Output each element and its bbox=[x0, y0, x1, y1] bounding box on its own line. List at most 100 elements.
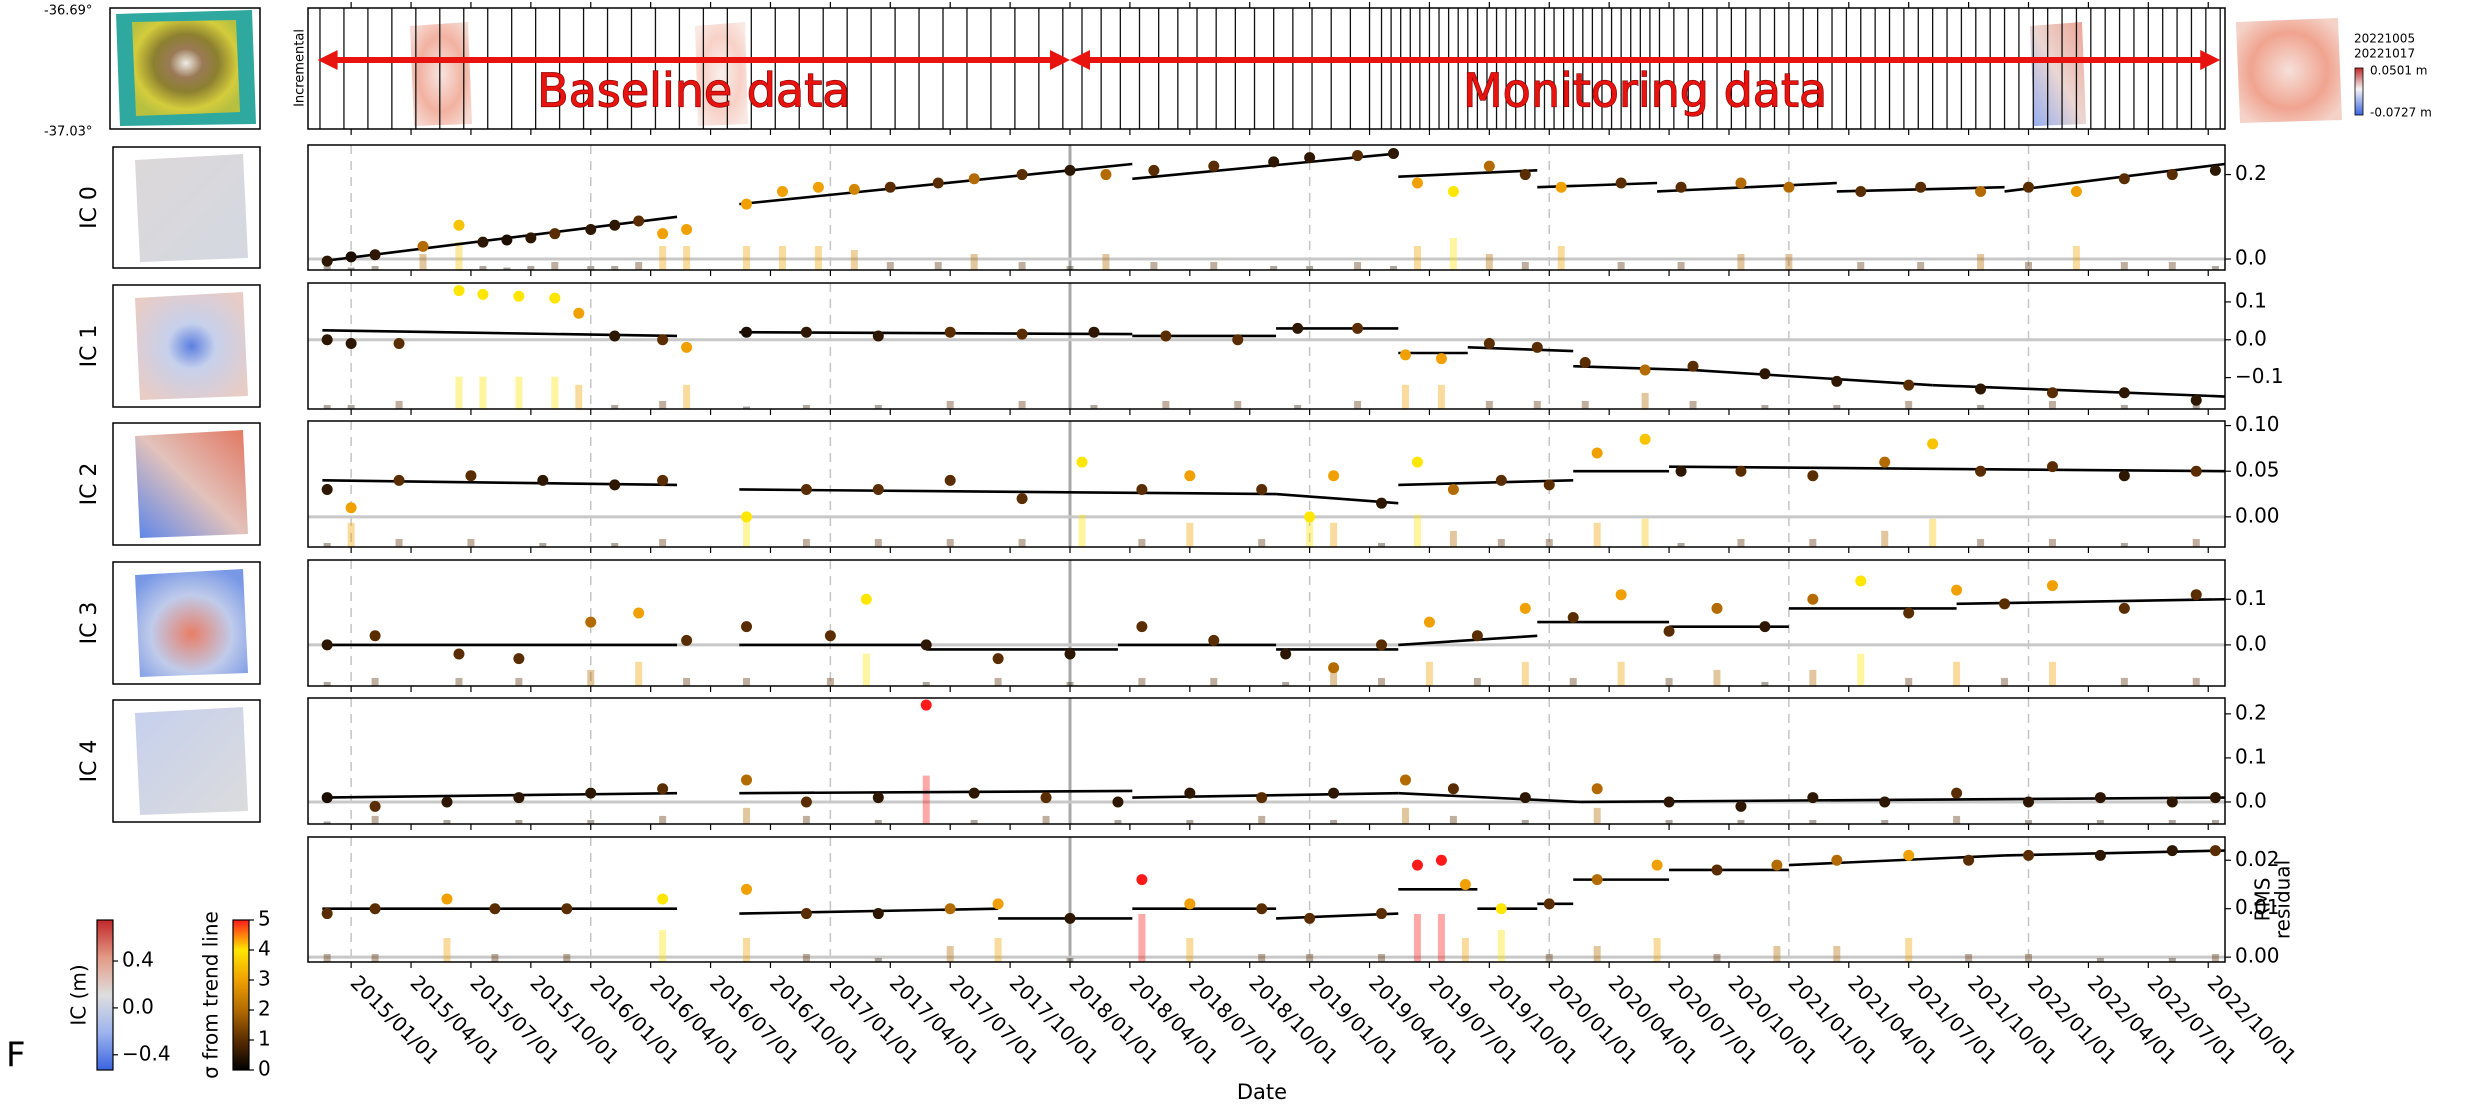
sigma-bar bbox=[874, 958, 882, 962]
preview-date: 20221017 bbox=[2354, 47, 2415, 61]
sigma-bar bbox=[323, 681, 331, 686]
sigma-bar bbox=[1737, 254, 1745, 270]
data-point bbox=[2190, 394, 2202, 406]
colorbar-tick-label: 5 bbox=[258, 907, 271, 931]
sigma-bar bbox=[743, 406, 751, 409]
sigma-bar bbox=[1905, 938, 1913, 962]
colorbar-title: IC (m) bbox=[67, 964, 91, 1025]
data-point bbox=[872, 330, 884, 342]
data-point bbox=[1903, 379, 1915, 391]
sigma-bar bbox=[659, 246, 667, 270]
data-point bbox=[944, 474, 956, 486]
data-point bbox=[1376, 908, 1388, 920]
sigma-bar bbox=[2168, 262, 2176, 270]
data-point bbox=[1304, 511, 1316, 523]
sigma-bar bbox=[1521, 661, 1529, 686]
sigma-bar bbox=[347, 267, 355, 270]
sigma-bar bbox=[1449, 238, 1457, 270]
data-point bbox=[741, 511, 753, 523]
sigma-bar bbox=[323, 821, 331, 824]
trend-line bbox=[1537, 181, 1658, 189]
trend-line bbox=[1692, 368, 1933, 387]
data-point bbox=[2118, 173, 2130, 185]
data-point bbox=[1531, 341, 1543, 353]
data-point bbox=[2070, 185, 2082, 197]
arrow-head bbox=[317, 50, 338, 70]
data-point bbox=[2023, 181, 2035, 193]
data-point bbox=[848, 183, 860, 195]
sigma-bar bbox=[683, 677, 691, 686]
data-point bbox=[2118, 387, 2130, 399]
sigma-bar bbox=[1737, 819, 1745, 824]
sigma-bar bbox=[1258, 538, 1266, 547]
data-point bbox=[1208, 634, 1220, 646]
data-point bbox=[1447, 185, 1459, 197]
sigma-bar bbox=[1713, 669, 1721, 686]
data-point bbox=[633, 215, 645, 227]
sigma-bar bbox=[778, 246, 786, 270]
data-point bbox=[1447, 783, 1459, 795]
sigma-bar bbox=[1066, 958, 1074, 962]
data-point bbox=[1807, 792, 1819, 804]
sigma-bar bbox=[587, 266, 595, 270]
data-point bbox=[585, 223, 597, 235]
sigma-bar bbox=[1653, 938, 1661, 962]
panel-label: IC 1 bbox=[77, 325, 102, 368]
sigma-bar bbox=[2120, 404, 2128, 409]
sigma-bar bbox=[1593, 522, 1601, 547]
data-point bbox=[1304, 152, 1316, 164]
sigma-bar bbox=[743, 938, 751, 962]
sigma-bar bbox=[1557, 246, 1565, 270]
data-point bbox=[1471, 630, 1483, 642]
data-point bbox=[1975, 465, 1987, 477]
data-point bbox=[417, 240, 429, 252]
data-point bbox=[872, 792, 884, 804]
sigma-bar bbox=[419, 254, 427, 270]
data-point bbox=[1963, 854, 1975, 866]
sigma-bar bbox=[1905, 677, 1913, 686]
data-point bbox=[1435, 353, 1447, 365]
sigma-bar bbox=[1306, 954, 1314, 962]
sigma-bar bbox=[1138, 538, 1146, 547]
data-point bbox=[741, 621, 753, 633]
data-point bbox=[1855, 575, 1867, 587]
sigma-bar bbox=[2120, 542, 2128, 547]
data-point bbox=[968, 173, 980, 185]
sigma-bar bbox=[743, 514, 751, 547]
data-point bbox=[369, 800, 381, 812]
trend-line bbox=[1398, 791, 1581, 804]
sigma-bar bbox=[1545, 954, 1553, 962]
sigma-bar bbox=[1617, 661, 1625, 686]
data-point bbox=[944, 903, 956, 915]
sigma-bar bbox=[1306, 266, 1314, 270]
data-point bbox=[872, 483, 884, 495]
sigma-bar bbox=[1737, 538, 1745, 547]
sigma-bar bbox=[1953, 815, 1961, 824]
sigma-bar bbox=[515, 376, 523, 409]
sigma-bar bbox=[1593, 946, 1601, 962]
data-point bbox=[2166, 845, 2178, 857]
sigma-bar bbox=[1977, 254, 1985, 270]
ic-thumbnail bbox=[112, 284, 261, 408]
sigma-bar bbox=[551, 376, 559, 409]
y-axis-label: residual bbox=[2271, 860, 2295, 939]
data-point bbox=[2209, 164, 2221, 176]
data-point bbox=[1831, 854, 1843, 866]
sigma-bar bbox=[1210, 262, 1218, 270]
data-point bbox=[1184, 787, 1196, 799]
sigma-bar bbox=[1449, 530, 1457, 547]
y-tick-label: −0.1 bbox=[2235, 364, 2284, 388]
sigma-bar bbox=[1569, 677, 1577, 686]
data-point bbox=[1855, 185, 1867, 197]
data-point bbox=[741, 326, 753, 338]
sigma-bar bbox=[1965, 954, 1973, 962]
data-point bbox=[453, 648, 465, 660]
sigma-bar bbox=[1581, 400, 1589, 409]
sigma-bar bbox=[635, 661, 643, 686]
sigma-bar bbox=[503, 267, 511, 270]
sigma-bar bbox=[1545, 538, 1553, 547]
sigma-bar bbox=[1809, 669, 1817, 686]
sigma-bar bbox=[970, 254, 978, 270]
trend-line bbox=[1398, 169, 1538, 178]
sigma-bar bbox=[2120, 262, 2128, 270]
